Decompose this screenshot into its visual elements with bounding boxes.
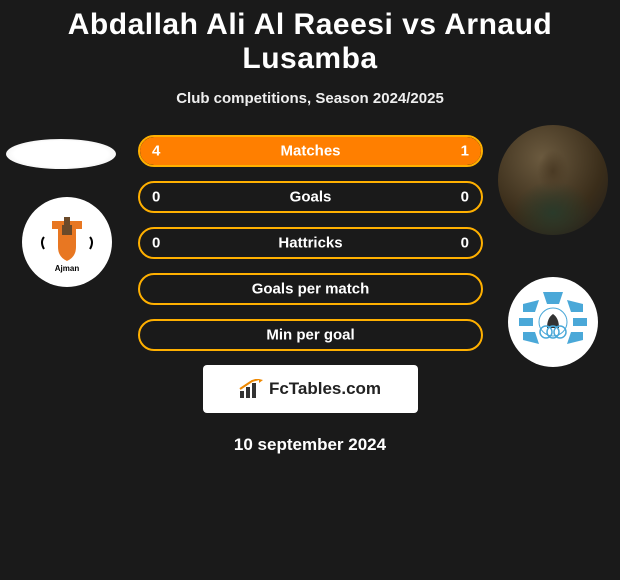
stat-bars: Matches 4 1 Goals 0 0 Hattricks 0 0 Goals per mat…: [138, 135, 483, 351]
stat-label: Hattricks: [278, 235, 342, 252]
brand-chart-icon: [239, 379, 263, 399]
club-right-badge: [508, 277, 598, 367]
stat-value-right: 1: [461, 143, 469, 160]
stat-bar-fill-left: [140, 137, 413, 165]
stat-value-left: 0: [152, 235, 160, 252]
stat-row: Hattricks 0 0: [138, 227, 483, 259]
stat-label: Goals per match: [252, 281, 370, 298]
stat-label: Goals: [290, 189, 332, 206]
page-title: Abdallah Ali Al Raeesi vs Arnaud Lusamba: [0, 0, 620, 76]
stat-bar-track: Min per goal: [138, 319, 483, 351]
subtitle: Club competitions, Season 2024/2025: [0, 90, 620, 107]
stat-bar-fill-right: [413, 137, 481, 165]
club-right-icon: [518, 287, 588, 357]
stat-value-left: 0: [152, 189, 160, 206]
player-left-avatar: [6, 139, 116, 169]
stat-value-right: 0: [461, 189, 469, 206]
comparison-panel: Ajman: [0, 135, 620, 455]
stat-bar-track: Goals per match: [138, 273, 483, 305]
club-left-icon: Ajman: [32, 207, 102, 277]
date-label: 10 september 2024: [0, 435, 620, 455]
stat-value-left: 4: [152, 143, 160, 160]
stat-value-right: 0: [461, 235, 469, 252]
stat-bar-track: Matches 4 1: [138, 135, 483, 167]
stat-label: Min per goal: [266, 327, 354, 344]
player-right-avatar: [498, 125, 608, 235]
stat-row: Matches 4 1: [138, 135, 483, 167]
club-left-badge: Ajman: [22, 197, 112, 287]
stat-row: Goals 0 0: [138, 181, 483, 213]
stat-row: Goals per match: [138, 273, 483, 305]
stat-row: Min per goal: [138, 319, 483, 351]
stat-label: Matches: [280, 143, 340, 160]
stat-bar-track: Hattricks 0 0: [138, 227, 483, 259]
brand-badge: FcTables.com: [203, 365, 418, 413]
stat-bar-track: Goals 0 0: [138, 181, 483, 213]
svg-text:Ajman: Ajman: [55, 264, 80, 273]
brand-text: FcTables.com: [269, 379, 381, 399]
